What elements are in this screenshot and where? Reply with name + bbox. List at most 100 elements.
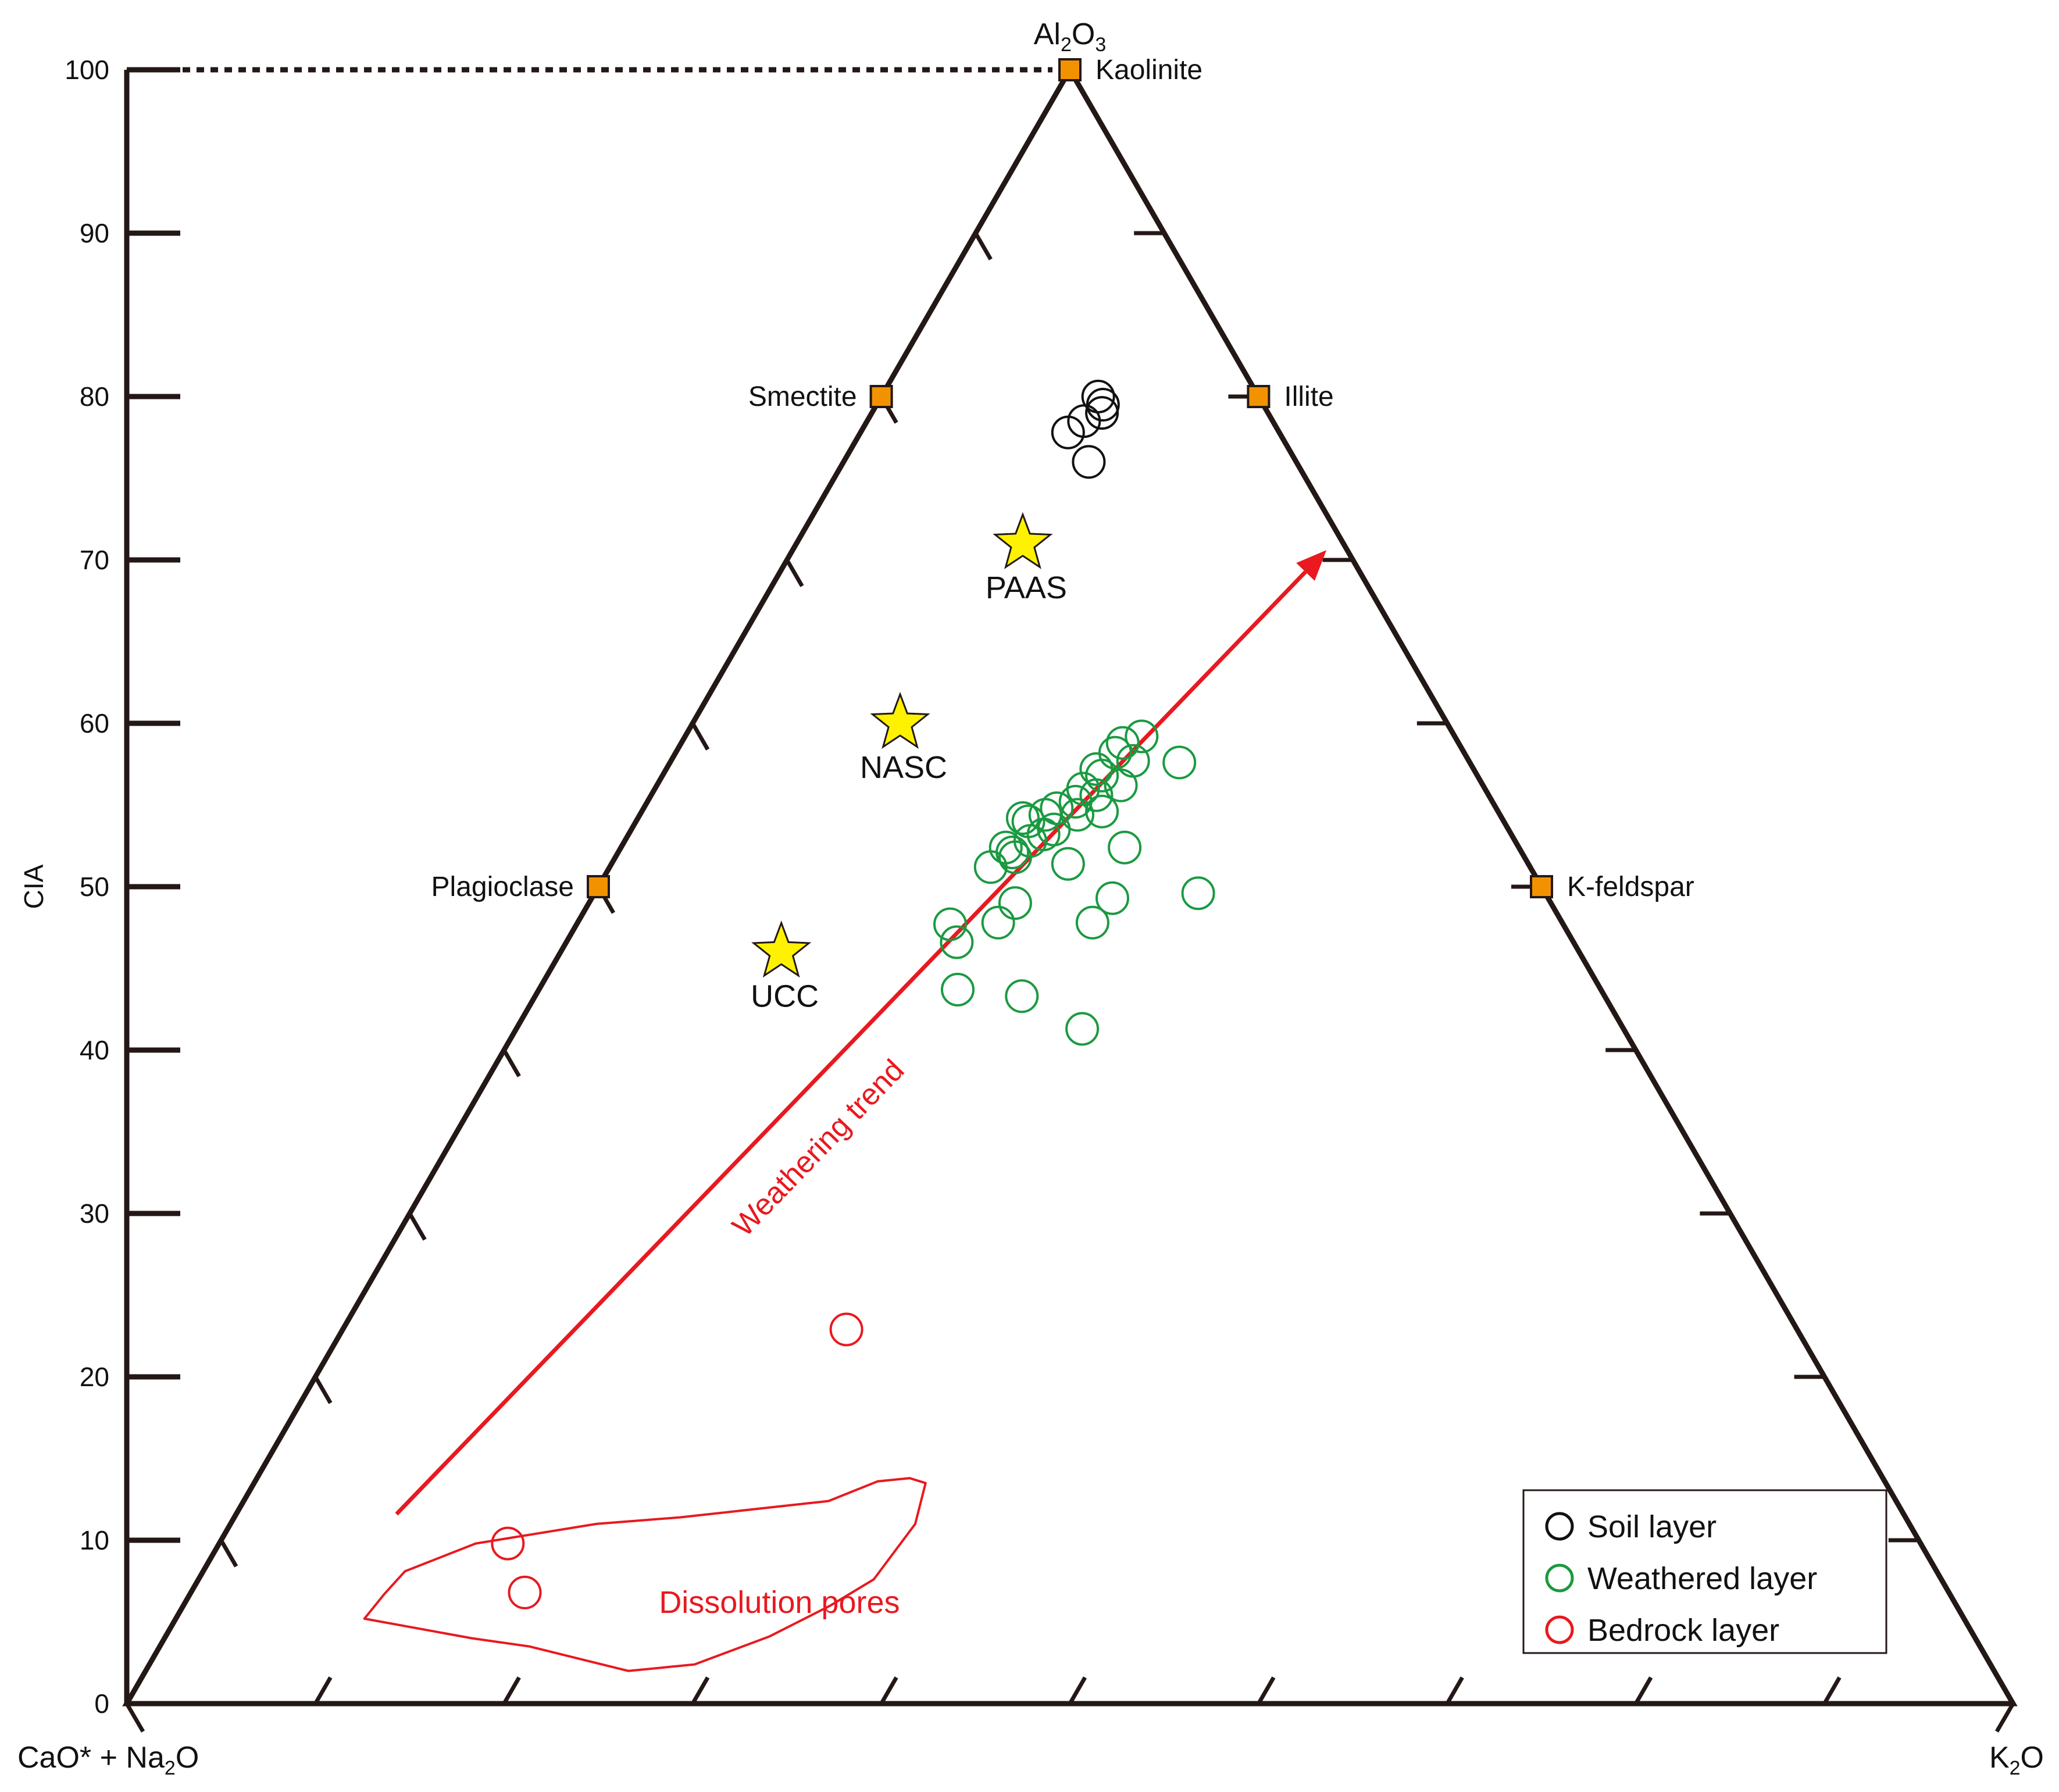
left-tick xyxy=(785,559,804,587)
data-point xyxy=(1095,881,1129,915)
bottom-tick xyxy=(879,1676,898,1705)
axis-tick-label: 20 xyxy=(80,1362,109,1392)
data-point xyxy=(1072,445,1106,479)
legend-label: Soil layer xyxy=(1587,1509,1717,1544)
mineral-marker xyxy=(869,385,893,408)
data-point xyxy=(998,840,1032,874)
vertex-label-k2o: K2O xyxy=(1989,1741,2044,1779)
mineral-marker xyxy=(1247,385,1271,408)
mineral-marker xyxy=(1530,875,1553,898)
corner-tick xyxy=(1994,1702,2015,1733)
bottom-tick xyxy=(691,1676,710,1705)
data-point xyxy=(1108,830,1142,865)
axis-tick-label: 100 xyxy=(65,55,109,85)
data-points xyxy=(491,380,1215,1609)
legend-marker xyxy=(1545,1563,1574,1593)
bottom-tick xyxy=(313,1676,333,1705)
mineral-label: Kaolinite xyxy=(1095,55,1202,85)
data-point xyxy=(998,886,1032,920)
bottom-tick xyxy=(1822,1676,1842,1705)
mineral-label: Smectite xyxy=(748,381,857,412)
mineral-markers: Kaolinite Smectite Illite Plagioclase K-feld… xyxy=(431,55,1694,902)
data-point xyxy=(1079,752,1114,786)
bottom-tick xyxy=(1634,1676,1653,1705)
mineral-label: Illite xyxy=(1284,381,1333,412)
reference-label: PAAS xyxy=(986,570,1067,605)
legend-marker xyxy=(1545,1615,1574,1644)
data-point xyxy=(933,907,967,941)
data-point xyxy=(1105,726,1140,760)
data-point xyxy=(1125,719,1159,754)
legend-label: Bedrock layer xyxy=(1587,1613,1779,1648)
data-point xyxy=(973,850,1008,884)
mineral-label: K-feldspar xyxy=(1567,872,1694,902)
data-point xyxy=(508,1575,542,1609)
axis-tick-label: 10 xyxy=(80,1525,109,1555)
legend-label: Weathered layer xyxy=(1587,1561,1817,1596)
axis-tick-label: 70 xyxy=(80,545,109,575)
data-point xyxy=(1065,1012,1100,1046)
data-point xyxy=(1085,396,1119,430)
data-point xyxy=(1005,979,1039,1013)
left-tick xyxy=(219,1539,238,1568)
data-point xyxy=(1075,905,1109,940)
axis-title: CIA xyxy=(19,864,49,909)
mineral-marker xyxy=(587,875,610,898)
data-point xyxy=(829,1312,863,1347)
left-tick xyxy=(691,722,710,751)
mineral-label: Plagioclase xyxy=(431,872,574,902)
triangle-outline xyxy=(122,64,2018,1707)
axis-tick-label: 90 xyxy=(80,218,109,248)
reference-markers: PAAS NASC UCC xyxy=(751,512,1067,1013)
data-point xyxy=(1005,801,1040,835)
vertex-label-cao-na2o: CaO* + Na2O xyxy=(17,1741,199,1779)
data-point xyxy=(1079,778,1114,812)
reference-star xyxy=(993,512,1053,569)
series-bedrock-layer xyxy=(491,1312,863,1609)
vertex-labels: Al2O3 CaO* + Na2O K2O xyxy=(17,17,2044,1779)
axis-tick-label: 50 xyxy=(80,872,109,902)
data-point xyxy=(1085,758,1119,793)
corner-tick xyxy=(124,1702,145,1733)
weathering-trend-arrow xyxy=(395,570,1307,1516)
bottom-tick xyxy=(1068,1676,1087,1705)
reference-star xyxy=(870,691,930,749)
data-point xyxy=(1051,847,1085,881)
left-tick xyxy=(502,1049,521,1077)
data-point xyxy=(1104,768,1138,802)
arrow-head xyxy=(1296,550,1327,581)
data-point xyxy=(940,925,974,959)
axis-tick-label: 30 xyxy=(80,1198,109,1229)
trend-label: Weathering trend xyxy=(726,1053,911,1243)
reference-label: NASC xyxy=(860,750,947,785)
axis-tick-label: 80 xyxy=(80,381,109,412)
bottom-tick xyxy=(502,1676,521,1705)
dissolution-pores-region xyxy=(363,1477,927,1672)
data-point xyxy=(491,1526,525,1561)
legend-marker xyxy=(1545,1512,1574,1541)
left-tick xyxy=(973,232,993,260)
data-point xyxy=(981,905,1015,940)
cia-axis: 0 10 20 30 40 50 60 70 80 90 100 CIA xyxy=(19,55,1052,1719)
annotations: Dissolution pores Weathering trend xyxy=(363,550,1327,1672)
axis-tick-label: 60 xyxy=(80,708,109,738)
legend: Soil layer Weathered layer Bedrock layer xyxy=(1522,1489,1887,1654)
reference-label: UCC xyxy=(751,979,819,1013)
legend-box xyxy=(1522,1489,1887,1654)
region-label: Dissolution pores xyxy=(659,1585,900,1620)
series-soil-layer xyxy=(1051,380,1120,479)
data-point xyxy=(1085,794,1119,829)
ternary-frame xyxy=(122,64,2018,1733)
data-point xyxy=(1086,388,1120,422)
vertex-label-al2o3: Al2O3 xyxy=(1034,17,1107,56)
bottom-tick xyxy=(1445,1676,1464,1705)
data-point xyxy=(1058,784,1093,819)
mineral-marker xyxy=(1058,58,1082,81)
axis-tick-label: 40 xyxy=(80,1035,109,1065)
left-tick xyxy=(313,1376,333,1404)
data-point xyxy=(1051,415,1085,449)
data-point xyxy=(941,973,975,1006)
bottom-tick xyxy=(1257,1676,1276,1705)
data-point xyxy=(1162,745,1197,780)
